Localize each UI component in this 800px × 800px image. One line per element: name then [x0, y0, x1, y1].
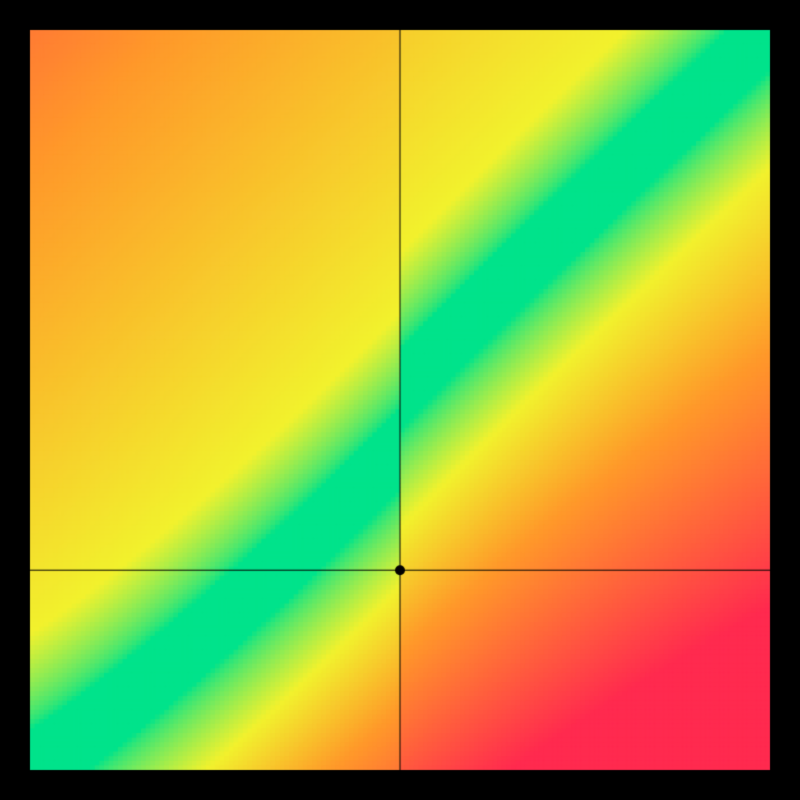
watermark-text: TheBottleneck.com: [598, 6, 786, 32]
bottleneck-heatmap-canvas: [0, 0, 800, 800]
chart-container: TheBottleneck.com: [0, 0, 800, 800]
